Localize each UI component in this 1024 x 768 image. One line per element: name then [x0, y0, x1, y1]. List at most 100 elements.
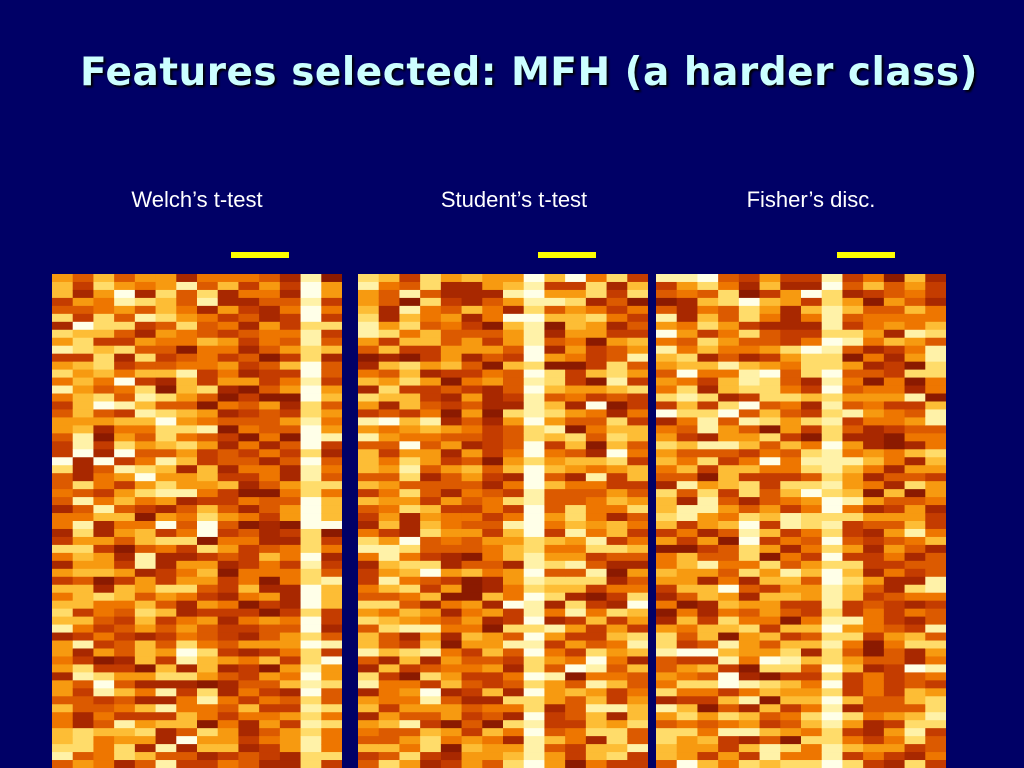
heatmap-cell [842, 274, 864, 283]
heatmap-cell [358, 696, 380, 705]
heatmap-cell [176, 696, 198, 705]
heatmap-cell [821, 385, 843, 394]
heatmap-cell [697, 337, 719, 347]
heatmap-cell [420, 552, 442, 562]
heatmap-cell [399, 281, 421, 291]
heatmap-cell [399, 744, 421, 753]
selection-marker-student [538, 252, 596, 258]
heatmap-cell [358, 385, 380, 394]
heatmap-cell [399, 576, 421, 586]
heatmap-cell [863, 369, 885, 378]
heatmap-cell [93, 536, 115, 546]
heatmap-cell [461, 281, 483, 291]
heatmap-cell [842, 297, 864, 307]
heatmap-cell [718, 656, 740, 665]
heatmap-cell [93, 513, 115, 522]
heatmap-cell [114, 752, 136, 761]
heatmap-cell [72, 648, 94, 657]
heatmap-cell [883, 385, 905, 394]
heatmap-cell [93, 353, 115, 363]
heatmap-cell [863, 465, 885, 474]
heatmap-cell [801, 473, 823, 482]
heatmap-cell [676, 274, 698, 283]
heatmap-cell [300, 409, 322, 418]
heatmap-cell [238, 505, 260, 514]
heatmap-cell [440, 289, 462, 299]
heatmap-cell [801, 337, 823, 347]
heatmap-cell [155, 728, 177, 737]
heatmap-cell [114, 664, 136, 673]
heatmap-cell [300, 752, 322, 761]
heatmap-cell [544, 337, 566, 347]
heatmap-cell [279, 521, 301, 530]
heatmap-cell [134, 704, 156, 713]
heatmap-cell [238, 712, 260, 721]
heatmap-cell [217, 465, 239, 474]
heatmap-cell [863, 521, 885, 530]
heatmap-cell [718, 313, 740, 323]
heatmap-cell [52, 417, 74, 426]
heatmap-cell [259, 744, 281, 753]
heatmap-cell [842, 576, 864, 586]
heatmap-cell [585, 552, 607, 562]
heatmap-cell [904, 513, 926, 522]
heatmap-cell [718, 489, 740, 498]
heatmap-cell [801, 696, 823, 705]
heatmap-cell [904, 321, 926, 331]
heatmap-cell [238, 393, 260, 402]
heatmap-cell [300, 672, 322, 681]
heatmap-cell [461, 704, 483, 713]
heatmap-cell [863, 624, 885, 633]
heatmap-cell [378, 576, 400, 586]
heatmap-cell [259, 696, 281, 705]
heatmap-cell [718, 712, 740, 721]
heatmap-cell [718, 409, 740, 418]
heatmap-cell [821, 616, 843, 625]
heatmap-cell [93, 497, 115, 506]
heatmap-cell [565, 425, 587, 434]
heatmap-cell [378, 489, 400, 498]
heatmap-cell [801, 385, 823, 394]
heatmap-cell [656, 760, 678, 768]
heatmap-cell [585, 401, 607, 410]
heatmap-cell [676, 433, 698, 442]
heatmap-cell [134, 473, 156, 482]
heatmap-cell [399, 712, 421, 721]
heatmap-cell [738, 369, 760, 378]
heatmap-cell [718, 345, 740, 355]
heatmap-cell [399, 688, 421, 697]
heatmap-cell [697, 608, 719, 618]
heatmap-cell [420, 369, 442, 378]
heatmap-cell [399, 513, 421, 522]
heatmap-cell [134, 656, 156, 665]
heatmap-cell [523, 369, 545, 378]
heatmap-cell [461, 584, 483, 594]
heatmap-cell [93, 664, 115, 673]
heatmap-cell [718, 369, 740, 378]
heatmap-cell [718, 568, 740, 578]
heatmap-cell [676, 608, 698, 618]
heatmap-cell [399, 752, 421, 761]
heatmap-cell [155, 473, 177, 482]
heatmap-cell [358, 369, 380, 378]
heatmap-cell [321, 728, 342, 737]
heatmap-cell [461, 274, 483, 283]
heatmap-cell [300, 521, 322, 530]
heatmap-cell [155, 345, 177, 355]
heatmap-cell [279, 536, 301, 546]
heatmap-cell [399, 560, 421, 570]
heatmap-cell [300, 489, 322, 498]
heatmap-cell [523, 513, 545, 522]
heatmap-cell [259, 656, 281, 665]
heatmap-cell [780, 385, 802, 394]
heatmap-cell [72, 369, 94, 378]
heatmap-cell [738, 409, 760, 418]
heatmap-cell [72, 305, 94, 315]
heatmap-cell [544, 433, 566, 442]
heatmap-cell [759, 473, 781, 482]
heatmap-cell [93, 728, 115, 737]
heatmap-cell [904, 592, 926, 602]
heatmap-cell [238, 664, 260, 673]
heatmap-cell [780, 305, 802, 315]
heatmap-cell [93, 377, 115, 386]
